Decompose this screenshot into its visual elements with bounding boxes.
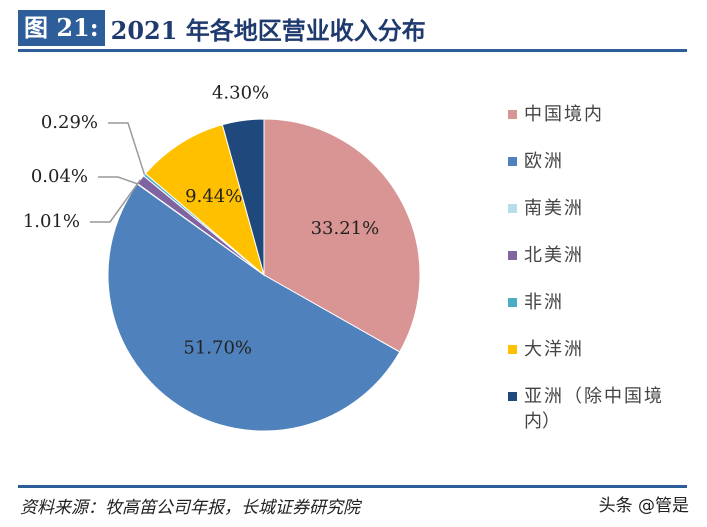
leader-line bbox=[90, 179, 142, 223]
bottom-rule bbox=[18, 485, 687, 488]
legend-label-cont: 内） bbox=[524, 411, 560, 432]
chart-title: 图 21: 2021 年各地区营业收入分布 bbox=[18, 10, 426, 46]
source-note: 资料来源：牧高笛公司年报，长城证券研究院 bbox=[20, 498, 360, 518]
figure-label: 图 21: bbox=[18, 10, 105, 46]
leader-line bbox=[98, 176, 138, 185]
data-label: 1.01% bbox=[23, 211, 80, 232]
legend-swatch bbox=[508, 110, 517, 119]
pie-slice bbox=[107, 183, 401, 432]
data-label: 4.30% bbox=[212, 83, 269, 104]
legend-label: 北美洲 bbox=[524, 245, 584, 266]
legend-swatch bbox=[508, 345, 517, 354]
pie-slice bbox=[221, 118, 265, 276]
data-label: 9.44% bbox=[185, 186, 242, 207]
legend-label: 南美洲 bbox=[524, 198, 584, 219]
legend-label: 非洲 bbox=[524, 292, 564, 313]
legend-swatch bbox=[508, 392, 517, 401]
legend-label: 欧洲 bbox=[524, 151, 564, 172]
top-rule bbox=[18, 49, 687, 52]
data-label: 0.29% bbox=[41, 112, 98, 133]
pie-slice bbox=[144, 124, 265, 277]
watermark: 头条 @管是 bbox=[598, 496, 689, 516]
pie-slice bbox=[263, 118, 421, 353]
data-label: 33.21% bbox=[311, 218, 380, 239]
pie-chart: 33.21% 51.70% 0.04% 1.01% 0.29% 9.44% 4.30% 中国境… bbox=[23, 83, 664, 432]
legend-label: 中国境内 bbox=[524, 104, 604, 125]
legend-swatch bbox=[508, 251, 517, 260]
legend-label: 大洋洲 bbox=[524, 339, 584, 360]
leader-line bbox=[108, 122, 146, 175]
legend-swatch bbox=[508, 157, 517, 166]
data-label: 51.70% bbox=[183, 337, 252, 358]
legend-label: 亚洲（除中国境 bbox=[524, 386, 664, 407]
title-text: 2021 年各地区营业收入分布 bbox=[110, 15, 426, 45]
data-label: 0.04% bbox=[31, 166, 88, 187]
legend-swatch bbox=[508, 204, 517, 213]
legend-swatch bbox=[508, 298, 517, 307]
